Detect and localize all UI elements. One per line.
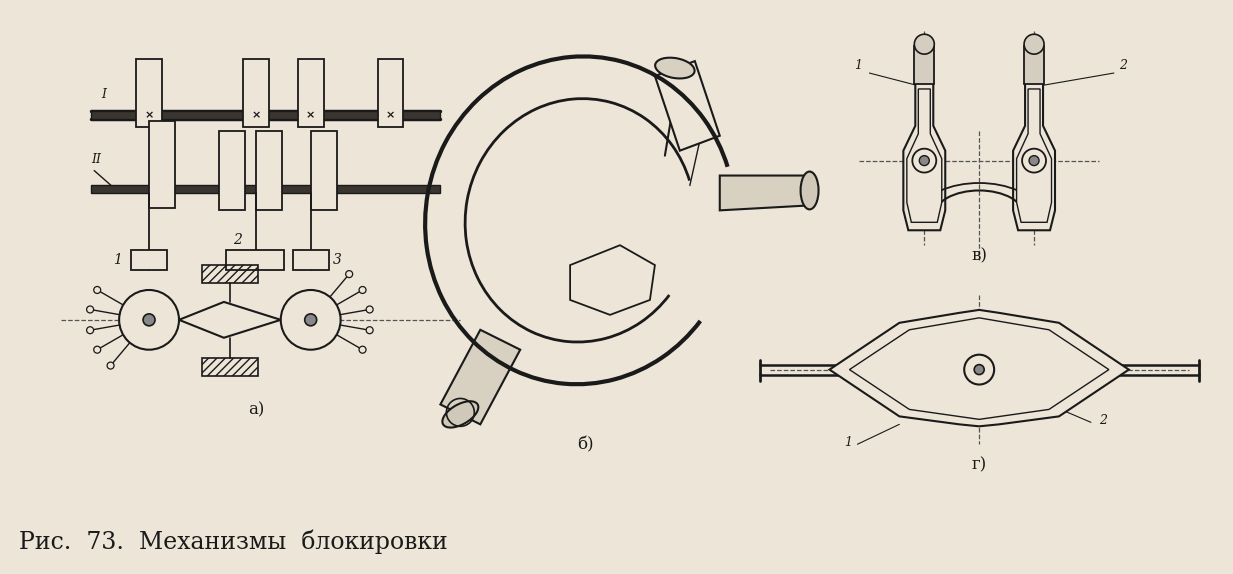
Circle shape [1030,156,1039,165]
Text: в): в) [972,247,988,264]
Circle shape [1022,149,1046,173]
Text: II: II [91,153,101,166]
Circle shape [120,290,179,350]
Circle shape [1025,34,1044,54]
Circle shape [305,314,317,326]
Circle shape [86,306,94,313]
Text: б): б) [577,436,593,453]
Text: 2: 2 [1118,59,1127,72]
Polygon shape [655,61,720,150]
Bar [202,358,258,375]
Text: ×: × [306,110,316,120]
Polygon shape [906,89,942,222]
Polygon shape [179,302,281,338]
Bar [311,131,337,211]
Text: 1: 1 [113,253,122,267]
Polygon shape [1014,81,1055,230]
Bar [219,131,245,211]
Text: ×: × [144,110,154,120]
Bar [226,250,284,270]
Circle shape [912,149,936,173]
Text: I: I [101,88,106,101]
Circle shape [359,286,366,293]
Bar [915,46,935,84]
Circle shape [366,327,374,333]
Bar [292,250,329,270]
Circle shape [86,327,94,333]
Circle shape [94,286,101,293]
Bar [202,358,258,375]
Circle shape [143,314,155,326]
Circle shape [920,156,930,165]
Bar [243,59,269,127]
Text: 1: 1 [854,59,862,72]
Circle shape [964,355,994,385]
Text: Рис.  73.  Механизмы  блокировки: Рис. 73. Механизмы блокировки [20,529,448,554]
Polygon shape [1016,89,1052,222]
Bar [91,185,440,193]
Text: ×: × [252,110,260,120]
Polygon shape [830,310,1129,426]
Circle shape [915,34,935,54]
Text: 1: 1 [845,436,852,449]
Bar [136,59,162,127]
Ellipse shape [443,401,478,428]
Circle shape [94,346,101,353]
Circle shape [366,306,374,313]
Bar [91,111,440,119]
Bar [1025,46,1044,84]
Polygon shape [720,176,810,211]
Ellipse shape [655,57,694,79]
Circle shape [345,270,353,278]
Circle shape [974,364,984,375]
Circle shape [107,362,115,369]
Bar [297,59,323,127]
Circle shape [281,290,340,350]
Bar [255,131,282,211]
Bar [131,250,166,270]
Text: а): а) [248,401,264,418]
Ellipse shape [800,172,819,210]
Bar [149,121,175,208]
Text: 3: 3 [333,253,342,267]
Polygon shape [904,81,946,230]
Text: ×: × [386,110,396,120]
Text: г): г) [972,456,986,473]
Polygon shape [570,245,655,315]
Bar [202,265,258,283]
Polygon shape [440,330,520,424]
Bar [377,59,403,127]
Text: 2: 2 [1099,414,1107,427]
Circle shape [359,346,366,353]
Bar [202,265,258,283]
Text: 2: 2 [233,233,242,247]
